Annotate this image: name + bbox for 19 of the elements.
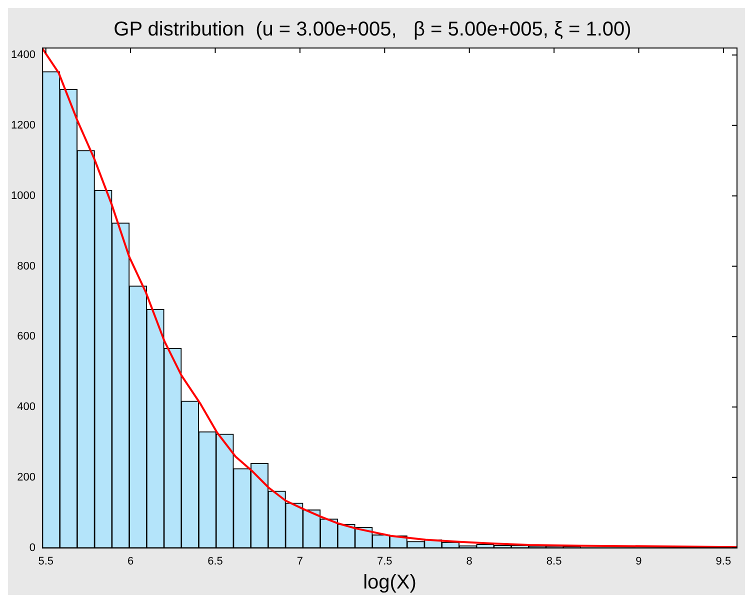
- x-tick-label: 7: [296, 555, 304, 568]
- y-tick-label: 800: [17, 260, 36, 272]
- y-tick-label: 200: [17, 471, 36, 484]
- x-tick-label: 6: [127, 555, 134, 568]
- y-tick-label: 400: [17, 401, 36, 414]
- x-tick-label: 5.5: [38, 555, 54, 568]
- chart-title: GP distribution (u = 3.00e+005, β = 5.00e+005, ξ = 1.00): [114, 18, 632, 41]
- y-tick-label: 600: [17, 330, 36, 343]
- y-tick-label: 1000: [10, 190, 36, 202]
- x-tick-label: 8.5: [546, 555, 562, 568]
- x-tick-label: 6.5: [208, 555, 223, 568]
- x-tick-label: 7.5: [377, 555, 392, 568]
- y-tick-label: 1200: [10, 119, 36, 132]
- x-tick-label: 9: [636, 555, 642, 568]
- y-tick-label: 0: [29, 542, 36, 554]
- x-axis-title: log(X): [363, 572, 416, 594]
- x-tick-label: 8: [466, 555, 472, 568]
- x-tick-label: 9.5: [716, 555, 732, 568]
- y-tick-label: 1400: [10, 49, 36, 62]
